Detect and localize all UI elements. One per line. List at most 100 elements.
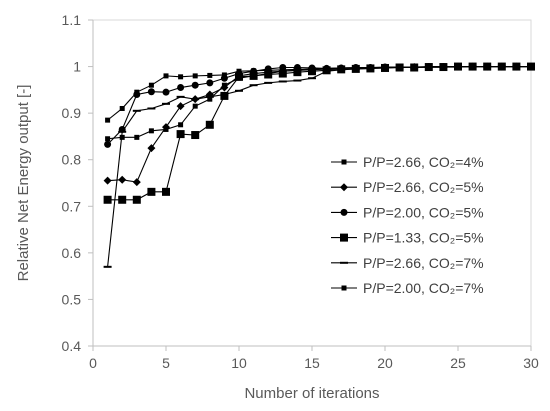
data-point — [249, 84, 258, 87]
x-tick-label: 10 — [231, 355, 247, 371]
legend-item: P/P=1.33, CO₂=5% — [331, 230, 484, 246]
y-axis-title: Relative Net Energy output [-] — [15, 85, 32, 282]
y-tick-label: 0.6 — [62, 245, 82, 261]
data-point — [280, 68, 286, 74]
data-point — [103, 176, 112, 185]
data-point — [163, 73, 169, 79]
data-point — [220, 93, 229, 96]
data-point — [265, 71, 271, 77]
data-point — [178, 122, 184, 128]
data-point — [470, 64, 476, 70]
data-point — [162, 102, 170, 105]
x-tick-label: 20 — [377, 355, 393, 371]
data-point — [264, 81, 273, 84]
legend-label: P/P=2.66, CO₂=4% — [363, 154, 484, 170]
data-point — [132, 178, 141, 187]
legend-marker — [340, 183, 348, 192]
data-point — [118, 175, 127, 184]
data-point — [207, 96, 213, 102]
legend: P/P=2.66, CO₂=4% P/P=2.66, CO₂=5% P/P=2.00… — [331, 154, 484, 296]
data-point — [147, 187, 156, 196]
legend-label: P/P=2.00, CO₂=5% — [363, 204, 484, 220]
data-point — [236, 75, 242, 81]
legend-label: P/P=2.66, CO₂=5% — [363, 179, 484, 195]
legend-label: P/P=2.00, CO₂=7% — [363, 280, 484, 296]
data-point — [162, 187, 170, 196]
data-point — [411, 64, 417, 70]
data-point — [251, 73, 257, 79]
data-point — [382, 65, 388, 71]
data-point — [235, 89, 243, 92]
data-point — [278, 80, 287, 83]
data-point — [367, 65, 373, 71]
legend-item: P/P=2.00, CO₂=5% — [331, 204, 484, 220]
series-line — [107, 66, 531, 145]
axes: 0 5 10 15 20 25 30 0.4 0.5 0.6 0.7 0.8 0.9 1 1.1 — [62, 12, 539, 371]
data-point — [192, 103, 198, 109]
x-tick-label: 30 — [523, 355, 539, 371]
y-tick-label: 1.1 — [62, 12, 82, 28]
data-point — [176, 130, 185, 139]
data-point — [191, 131, 200, 140]
data-point — [324, 66, 330, 72]
x-tick-label: 25 — [450, 355, 466, 371]
legend-label: P/P=1.33, CO₂=5% — [363, 230, 484, 246]
x-tick-label: 15 — [304, 355, 320, 371]
series-line — [107, 66, 531, 140]
x-axis-title: Number of iterations — [244, 385, 379, 402]
data-point — [133, 91, 141, 99]
data-point — [220, 91, 229, 100]
data-point — [119, 134, 125, 140]
data-point — [440, 64, 446, 70]
data-point — [118, 130, 127, 133]
data-point — [338, 65, 344, 71]
y-tick-label: 0.8 — [62, 152, 82, 168]
data-point — [207, 72, 213, 78]
data-point — [134, 134, 140, 140]
data-point — [191, 98, 200, 101]
data-point — [176, 95, 185, 98]
data-point — [148, 128, 154, 134]
y-tick-label: 1 — [73, 59, 81, 75]
data-point — [103, 265, 112, 268]
data-point — [147, 107, 156, 110]
data-point — [513, 64, 519, 70]
legend-label: P/P=2.66, CO₂=7% — [363, 255, 484, 271]
data-point — [308, 77, 316, 80]
x-tick-label: 5 — [162, 355, 170, 371]
y-tick-label: 0.5 — [62, 291, 82, 307]
data-point — [484, 64, 490, 70]
y-tick-label: 0.4 — [62, 338, 82, 354]
data-point — [220, 74, 228, 82]
legend-marker — [340, 261, 348, 264]
legend-marker — [341, 159, 347, 165]
legend-marker — [340, 208, 348, 216]
data-point — [119, 105, 125, 111]
data-point — [455, 64, 461, 70]
legend-item: P/P=2.66, CO₂=7% — [331, 255, 484, 271]
legend-item: P/P=2.66, CO₂=5% — [331, 179, 484, 195]
legend-marker — [340, 233, 348, 242]
y-tick-label: 0.9 — [62, 105, 82, 121]
data-point — [147, 144, 156, 153]
series-6 — [105, 64, 534, 142]
data-point — [132, 195, 141, 204]
data-point — [132, 109, 141, 112]
data-point — [294, 67, 300, 73]
data-point — [528, 64, 534, 70]
legend-item: P/P=2.66, CO₂=4% — [331, 154, 484, 170]
data-point — [221, 82, 227, 88]
data-point — [105, 117, 111, 123]
data-point — [148, 82, 154, 88]
data-point — [176, 102, 185, 111]
legend-item: P/P=2.00, CO₂=7% — [331, 280, 484, 296]
data-point — [104, 140, 112, 148]
data-point — [162, 88, 170, 96]
data-point — [192, 73, 198, 79]
data-point — [206, 79, 214, 87]
data-point — [177, 84, 185, 92]
data-point — [499, 64, 505, 70]
data-point — [118, 195, 127, 204]
data-point — [353, 65, 359, 71]
data-point — [163, 126, 169, 132]
